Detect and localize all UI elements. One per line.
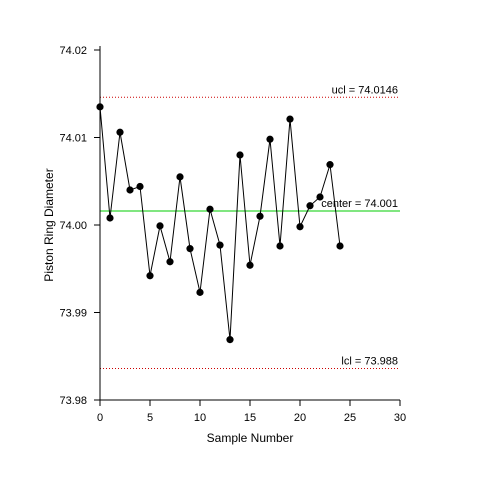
- data-point: [326, 161, 334, 169]
- x-tick-label: 30: [394, 412, 406, 424]
- data-point: [286, 115, 294, 123]
- x-axis-title: Sample Number: [207, 431, 294, 445]
- ticks: 0 5 10 15 20 25 30 73.98 73.99 74.00 74.01 74.02: [59, 45, 406, 424]
- data-point: [216, 241, 224, 249]
- axes: [99, 46, 400, 401]
- y-tick-label: 73.98: [59, 395, 87, 407]
- data-point: [116, 128, 124, 136]
- center-label: center = 74.001: [321, 198, 398, 210]
- data-point: [206, 205, 214, 213]
- data-point: [156, 222, 164, 230]
- data-point: [196, 288, 204, 296]
- x-tick-label: 20: [294, 412, 306, 424]
- data-point: [256, 212, 264, 220]
- x-tick-label: 25: [344, 412, 356, 424]
- data-point: [276, 242, 284, 250]
- data-point: [266, 135, 274, 143]
- data-point: [176, 173, 184, 181]
- x-tick-label: 0: [97, 412, 103, 424]
- data-point: [186, 245, 194, 253]
- series-group: [96, 103, 344, 344]
- y-tick-label: 73.99: [59, 308, 87, 320]
- y-tick-label: 74.01: [59, 133, 87, 145]
- data-point: [136, 182, 144, 191]
- data-point: [236, 151, 244, 159]
- data-point: [146, 272, 154, 280]
- y-axis-title: Piston Ring Diameter: [42, 168, 56, 281]
- data-point: [106, 214, 114, 222]
- data-point: [126, 186, 134, 194]
- y-tick-label: 74.02: [59, 45, 87, 57]
- data-point: [296, 223, 304, 231]
- x-tick-label: 15: [244, 412, 256, 424]
- data-point: [316, 193, 324, 201]
- ucl-label: ucl = 74.0146: [332, 84, 398, 96]
- x-tick-label: 5: [147, 412, 153, 424]
- data-point: [336, 242, 344, 250]
- y-tick-label: 74.00: [59, 220, 87, 232]
- data-point: [226, 336, 234, 344]
- data-point: [246, 261, 254, 269]
- data-point: [166, 258, 174, 266]
- reference-lines: ucl = 74.0146 center = 74.001 lcl = 73.988: [100, 84, 400, 369]
- data-point: [306, 202, 314, 210]
- series-line: [99, 106, 341, 340]
- x-tick-label: 10: [194, 412, 206, 424]
- lcl-label: lcl = 73.988: [341, 356, 398, 368]
